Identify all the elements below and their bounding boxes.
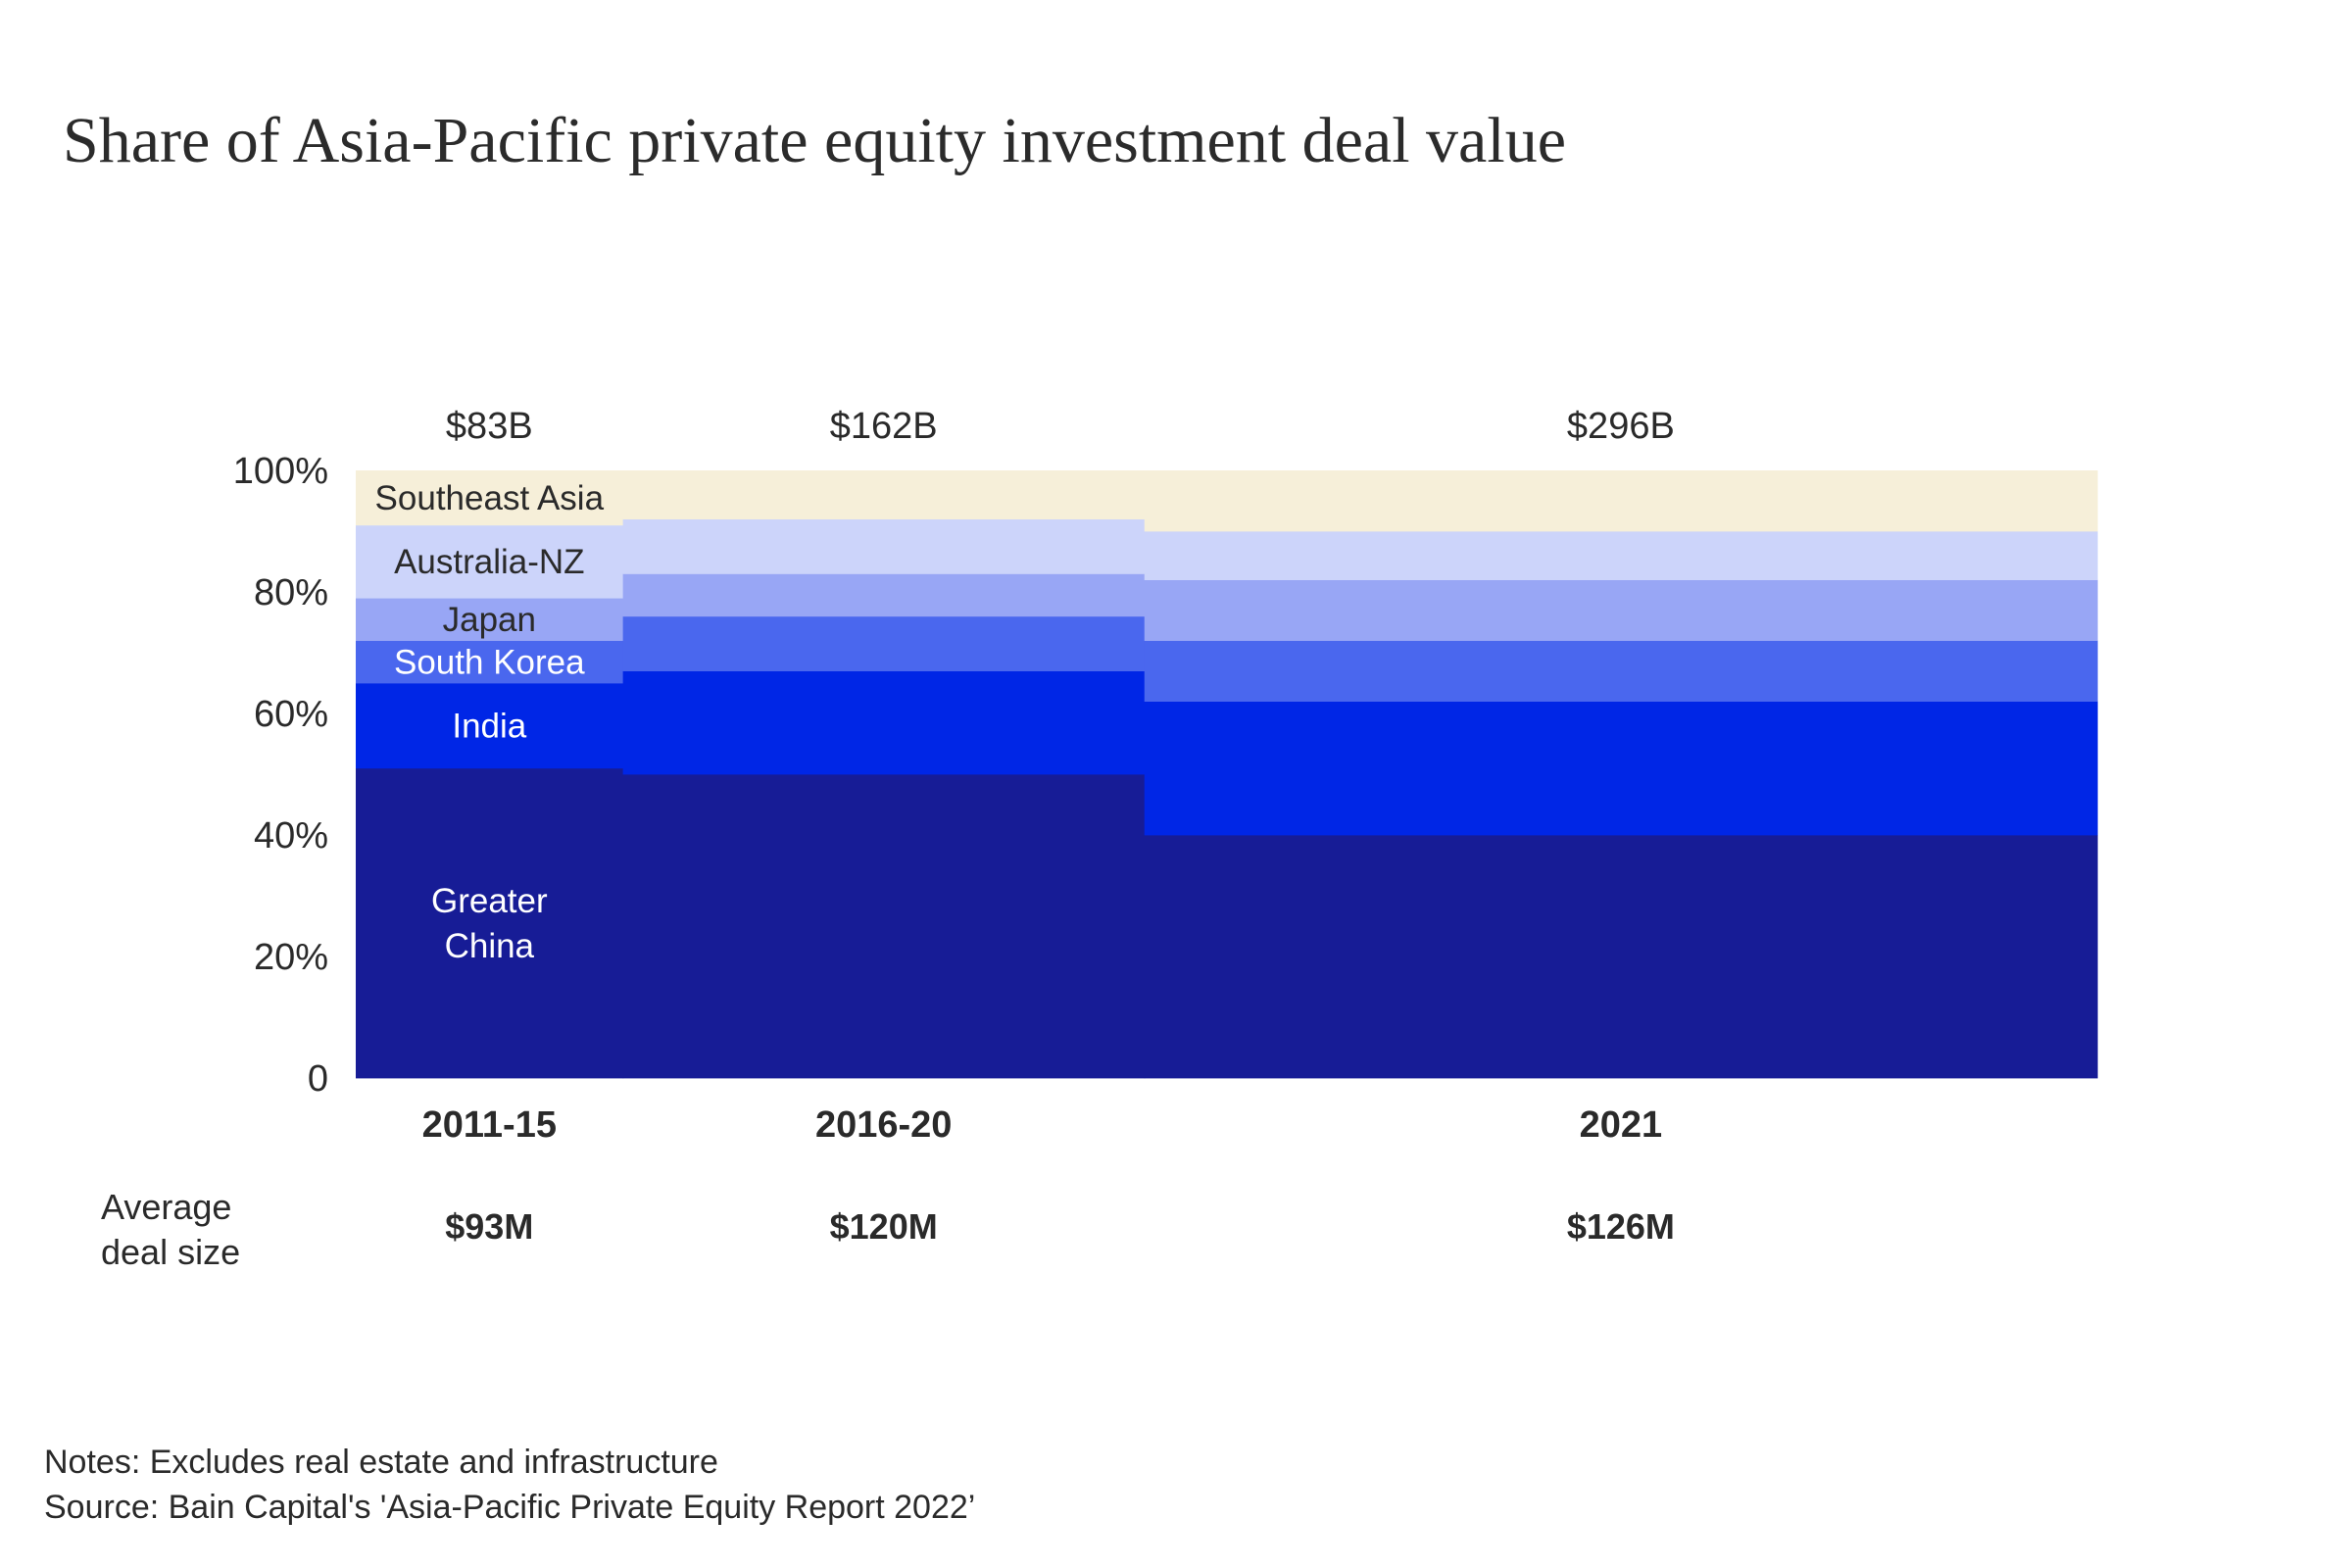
x-period-label-2011-15: 2011-15	[422, 1104, 557, 1146]
bar-segment-south-korea-2021	[1144, 640, 2098, 702]
bar-segment-southeast-asia-2021	[1144, 470, 2098, 532]
segment-label-australia-nz: Australia-NZ	[394, 543, 584, 581]
average-deal-size: Average deal size $93M $120M $126M	[101, 1187, 1675, 1272]
y-tick-label: 60%	[254, 694, 328, 735]
category-total-2021: $296B	[1567, 406, 1675, 447]
avg-deal-size-2011-15: $93M	[445, 1206, 533, 1247]
avg-deal-size-2016-20: $120M	[830, 1206, 938, 1247]
avg-deal-size-label-line2: deal size	[101, 1232, 240, 1272]
bar-segment-india-2021	[1144, 701, 2098, 836]
bars-layer	[356, 470, 2098, 1079]
bar-segment-australia-nz-2016-20	[622, 518, 1146, 574]
x-period-label-2016-20: 2016-20	[815, 1104, 952, 1146]
avg-deal-size-2021: $126M	[1567, 1206, 1675, 1247]
bar-segment-southeast-asia-2016-20	[622, 470, 1146, 519]
chart-title: Share of Asia-Pacific private equity inv…	[63, 105, 1566, 176]
chart-notes: Notes: Excludes real estate and infrastr…	[44, 1444, 718, 1481]
bar-segment-australia-nz-2021	[1144, 531, 2098, 580]
bar-segment-greater-china-2016-20	[622, 774, 1146, 1079]
bar-segment-japan-2021	[1144, 579, 2098, 641]
avg-deal-size-label-line1: Average	[101, 1187, 231, 1227]
segment-label-greater-china: China	[445, 927, 535, 965]
bar-segment-australia-nz-2011-15	[356, 524, 624, 599]
category-total-2016-20: $162B	[830, 406, 938, 447]
segment-label-india: India	[452, 707, 526, 745]
bar-segment-japan-2016-20	[622, 573, 1146, 617]
segment-label-japan: Japan	[443, 601, 536, 639]
bar-segment-south-korea-2011-15	[356, 640, 624, 684]
y-axis-ticks: 0 20% 40% 60% 80% 100%	[233, 451, 328, 1100]
x-axis-periods: 2011-15 2016-20 2021	[422, 1104, 1663, 1146]
x-period-label-2021: 2021	[1580, 1104, 1663, 1146]
bar-segment-india-2011-15	[356, 683, 624, 769]
y-tick-label: 100%	[233, 451, 328, 492]
y-tick-label: 0	[308, 1058, 328, 1100]
bar-segment-greater-china-2021	[1144, 835, 2098, 1079]
y-tick-label: 40%	[254, 815, 328, 857]
chart-source: Source: Bain Capital's 'Asia-Pacific Pri…	[44, 1489, 975, 1526]
bar-segment-india-2016-20	[622, 670, 1146, 775]
y-tick-label: 20%	[254, 937, 328, 978]
bar-segment-southeast-asia-2011-15	[356, 470, 624, 526]
category-totals: $83B $162B $296B	[446, 406, 1675, 447]
y-tick-label: 80%	[254, 572, 328, 613]
bar-segment-greater-china-2011-15	[356, 767, 624, 1079]
segment-label-southeast-asia: Southeast Asia	[375, 479, 605, 517]
segment-labels: Greater China India South Korea Japan Austral…	[375, 479, 605, 965]
segment-label-south-korea: South Korea	[394, 643, 585, 681]
bar-segment-japan-2011-15	[356, 598, 624, 641]
segment-label-greater-china: Greater	[431, 882, 548, 920]
bar-segment-south-korea-2016-20	[622, 615, 1146, 671]
category-total-2011-15: $83B	[446, 406, 533, 447]
